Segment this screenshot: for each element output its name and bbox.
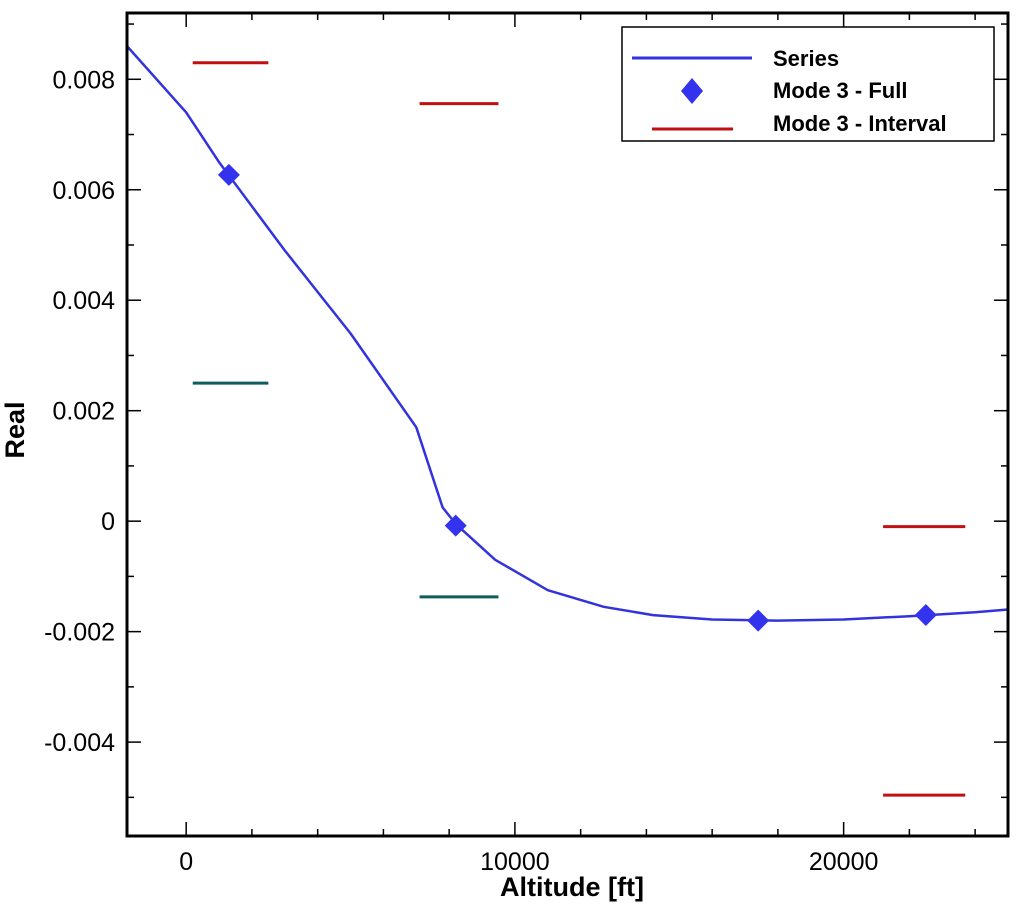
legend-swatch-mode3-full [681, 78, 703, 104]
y-tick-label: -0.002 [44, 619, 115, 647]
y-axis-title: Real [0, 401, 30, 458]
y-tick-label: 0 [101, 508, 115, 536]
mode3-full-marker [444, 514, 467, 537]
plot-frame [125, 11, 1010, 838]
y-tick-label: 0.002 [52, 398, 115, 426]
plot-marks [126, 45, 1009, 797]
y-tick-label: 0.008 [52, 66, 115, 94]
legend: Series Mode 3 - Full Mode 3 - Interval [621, 26, 995, 142]
legend-label-mode3-interval: Mode 3 - Interval [773, 111, 947, 136]
mode3-full-marker [747, 609, 770, 632]
mode3-full-marker [217, 163, 240, 186]
x-axis-title: Altitude [ft] [500, 872, 644, 902]
axes: 0 10000 20000 -0.004 -0.002 0 0.002 0.004 0.006 0… [44, 13, 1008, 876]
y-tick-label: -0.004 [44, 729, 115, 757]
legend-label-mode3-full: Mode 3 - Full [773, 78, 907, 103]
x-tick-label: 20000 [809, 848, 879, 876]
series-line [126, 45, 1009, 622]
y-tick-label: 0.004 [52, 287, 115, 315]
legend-label-series: Series [773, 46, 839, 71]
legend-box [621, 26, 995, 142]
mode3-full-marker [914, 604, 937, 627]
y-tick-label: 0.006 [52, 177, 115, 205]
x-tick-label: 10000 [480, 848, 550, 876]
x-tick-label: 0 [179, 848, 193, 876]
